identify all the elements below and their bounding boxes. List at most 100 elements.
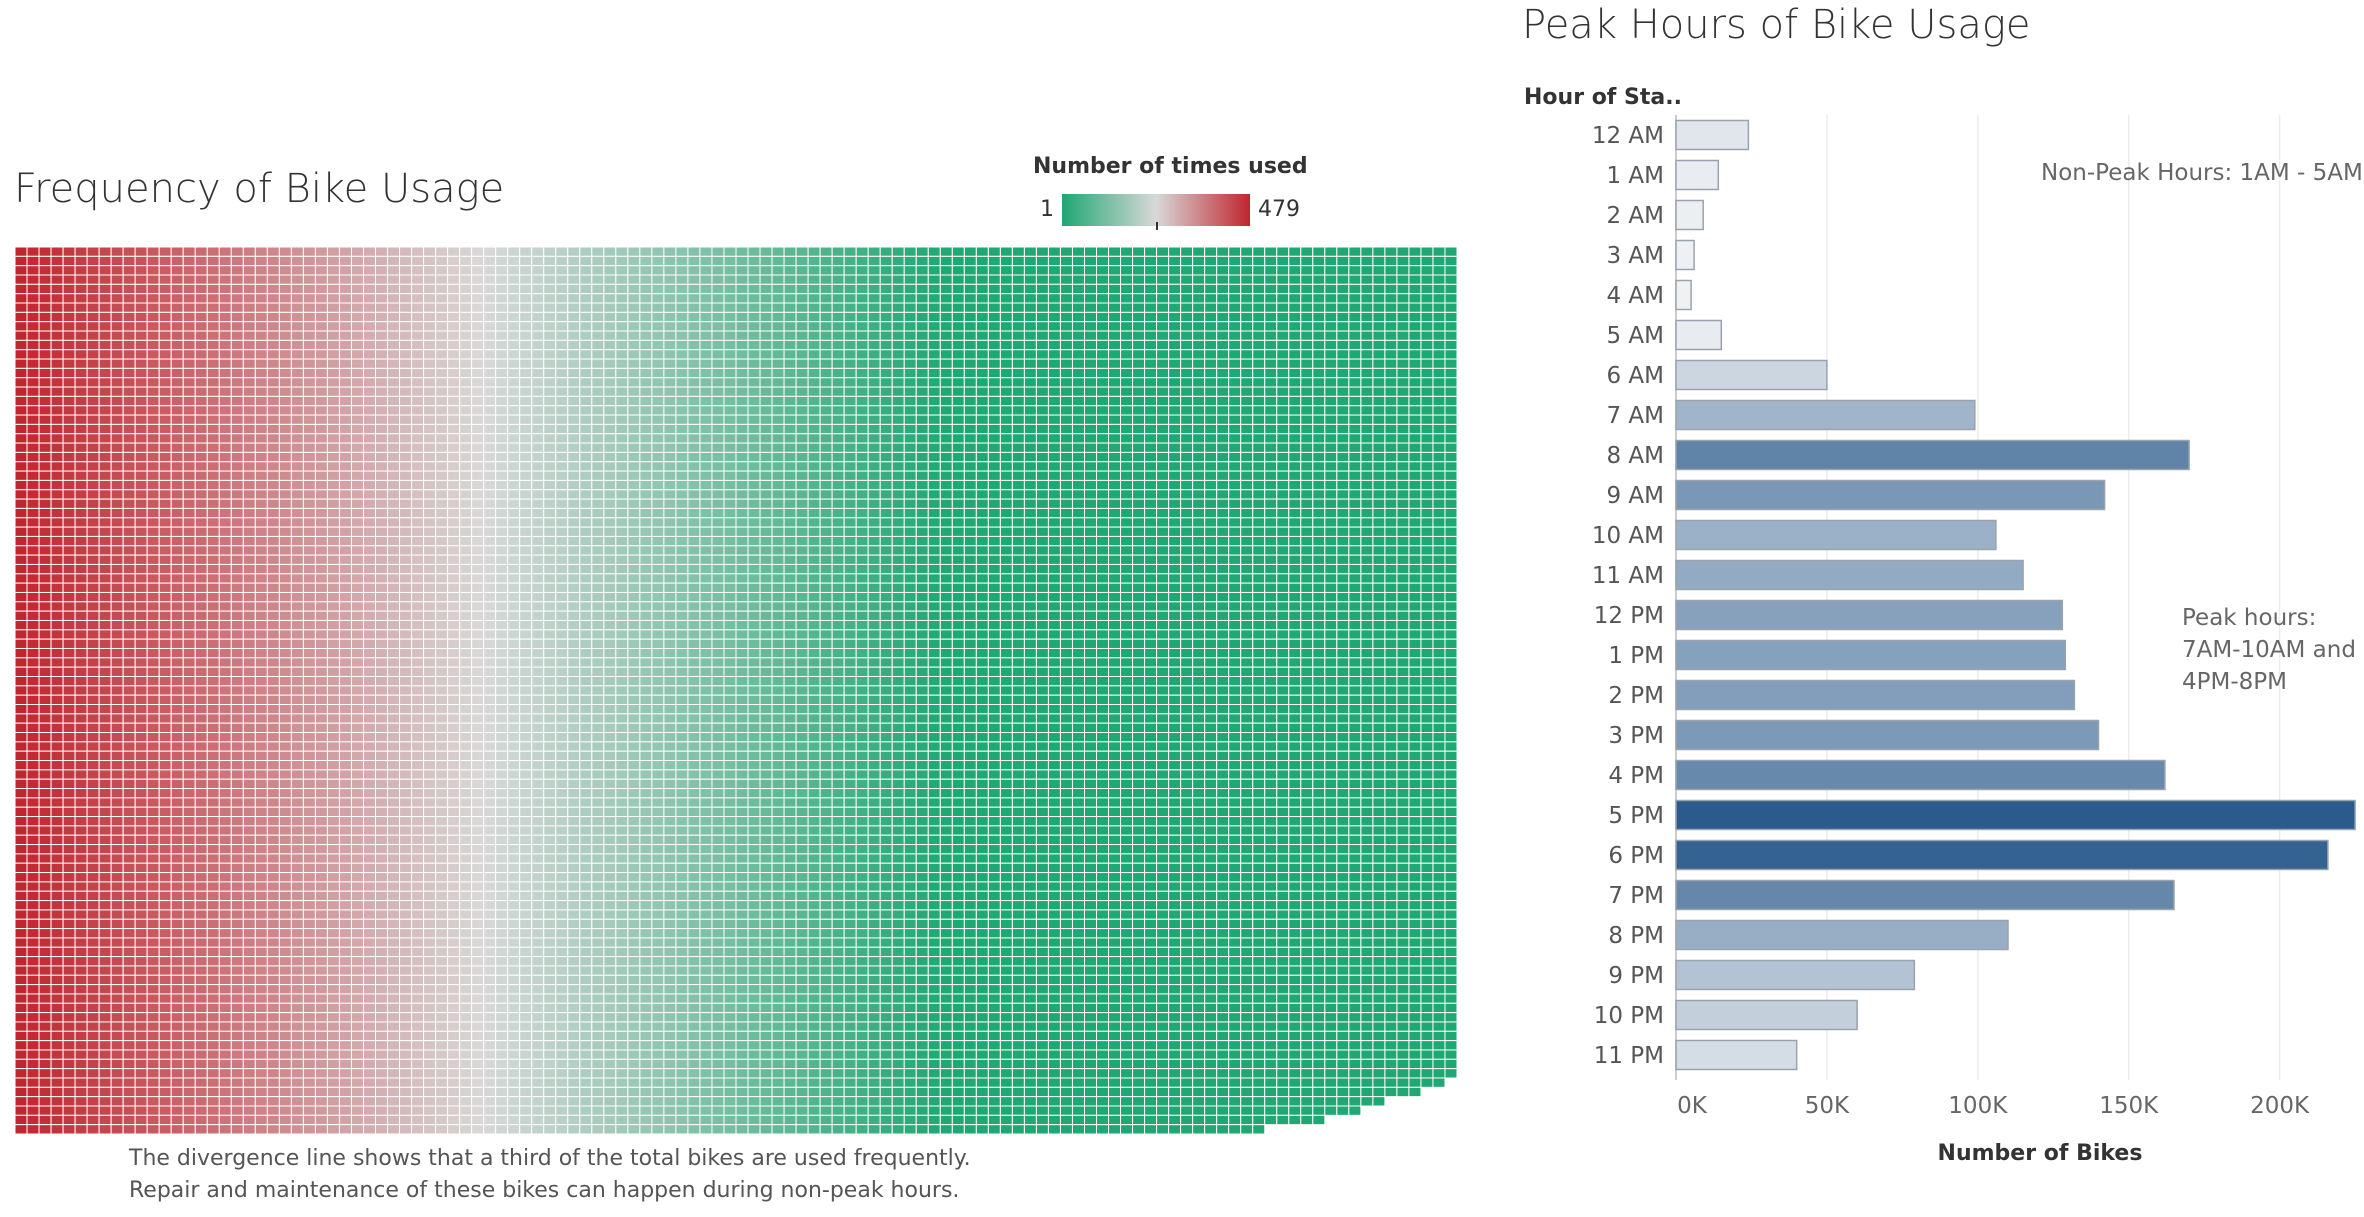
heatmap-cell <box>14 367 28 379</box>
heatmap-cell <box>134 610 148 621</box>
heatmap-cell <box>411 293 425 304</box>
heatmap-cell <box>194 367 208 379</box>
heatmap-cell <box>399 274 413 285</box>
heatmap-cell <box>495 526 509 537</box>
heatmap-cell <box>411 788 425 799</box>
heatmap-cell <box>158 694 172 706</box>
heatmap-cell <box>579 732 593 743</box>
heatmap-cell <box>170 283 184 295</box>
heatmap-cell <box>38 778 52 790</box>
heatmap-cell <box>423 974 437 986</box>
heatmap-cell <box>194 965 208 976</box>
heatmap-cell <box>495 517 509 528</box>
heatmap-cell <box>194 750 208 762</box>
heatmap-cell <box>158 806 172 818</box>
heatmap-cell <box>627 1058 641 1070</box>
heatmap-cell <box>206 984 220 995</box>
heatmap-cell <box>579 619 593 631</box>
heatmap-cell <box>326 909 340 920</box>
heatmap-cell <box>447 367 461 379</box>
heatmap-cell <box>206 741 220 752</box>
heatmap-cell <box>459 1040 473 1051</box>
heatmap-cell <box>579 956 593 967</box>
heatmap-cell <box>567 918 581 930</box>
heatmap-cell <box>591 834 605 846</box>
heatmap-cell <box>134 629 148 640</box>
heatmap-cell <box>158 881 172 892</box>
heatmap-cell <box>50 302 64 313</box>
heatmap-cell <box>471 442 485 453</box>
heatmap-cell <box>483 255 497 267</box>
heatmap-cell <box>62 638 76 649</box>
heatmap-cell <box>62 582 76 593</box>
heatmap-cell <box>471 974 485 986</box>
heatmap-cell <box>507 461 521 472</box>
heatmap-cell <box>14 591 28 603</box>
heatmap-cell <box>411 414 425 425</box>
heatmap-cell <box>447 778 461 790</box>
heatmap-cell <box>423 647 437 659</box>
heatmap-cell <box>615 750 629 762</box>
heatmap-cell <box>158 872 172 883</box>
heatmap-cell <box>507 1058 521 1070</box>
heatmap-cell <box>302 470 316 481</box>
heatmap-cell <box>639 722 653 734</box>
heatmap-cell <box>218 517 232 528</box>
heatmap-cell <box>326 246 340 257</box>
heatmap-cell <box>14 349 28 360</box>
heatmap-cell <box>74 526 88 537</box>
heatmap-cell <box>459 965 473 976</box>
heatmap-cell <box>110 1040 124 1051</box>
heatmap-cell <box>62 479 76 491</box>
heatmap-cell <box>483 647 497 659</box>
heatmap-cell <box>362 461 377 472</box>
heatmap-cell <box>14 685 28 696</box>
heatmap-cell <box>98 489 112 500</box>
heatmap-cell <box>242 489 256 500</box>
heatmap-cell <box>218 601 232 612</box>
heatmap-cell <box>495 1002 509 1014</box>
heatmap-cell <box>387 825 401 836</box>
heatmap-cell <box>170 760 184 771</box>
heatmap-cell <box>110 349 124 360</box>
heatmap-cell <box>615 825 629 836</box>
heatmap-cell <box>627 946 641 958</box>
heatmap-cell <box>387 358 401 369</box>
heatmap-cell <box>182 377 196 388</box>
heatmap-cell <box>326 862 340 874</box>
heatmap-cell <box>471 414 485 425</box>
heatmap-cell <box>26 321 40 332</box>
heatmap-cell <box>615 302 629 313</box>
heatmap-cell <box>266 545 280 556</box>
heatmap-cell <box>362 358 377 369</box>
heatmap-cell <box>266 1077 280 1088</box>
heatmap-cell <box>158 358 172 369</box>
heatmap-cell <box>170 722 184 734</box>
heatmap-cell <box>302 1021 316 1032</box>
heatmap-cell <box>435 489 449 500</box>
heatmap-cell <box>531 619 545 631</box>
heatmap-cell <box>218 1077 232 1088</box>
heatmap-cell <box>242 666 256 678</box>
heatmap-cell <box>290 760 304 771</box>
heatmap-cell <box>110 872 124 883</box>
heatmap-cell <box>38 956 52 967</box>
heatmap-cell <box>447 974 461 986</box>
heatmap-cell <box>375 844 389 855</box>
heatmap-cell <box>579 853 593 864</box>
heatmap-cell <box>110 377 124 388</box>
heatmap-cell <box>62 554 76 565</box>
heatmap-cell <box>218 423 232 435</box>
heatmap-cell <box>218 647 232 659</box>
heatmap-cell <box>302 853 316 864</box>
heatmap-cell <box>579 293 593 304</box>
heatmap-cell <box>326 713 340 724</box>
heatmap-cell <box>495 367 509 379</box>
heatmap-cell <box>399 760 413 771</box>
heatmap-cell <box>387 713 401 724</box>
heatmap-cell <box>459 1058 473 1070</box>
heatmap-cell <box>411 274 425 285</box>
heatmap-cell <box>170 937 184 948</box>
heatmap-cell <box>62 246 76 257</box>
heatmap-cell <box>519 619 533 631</box>
